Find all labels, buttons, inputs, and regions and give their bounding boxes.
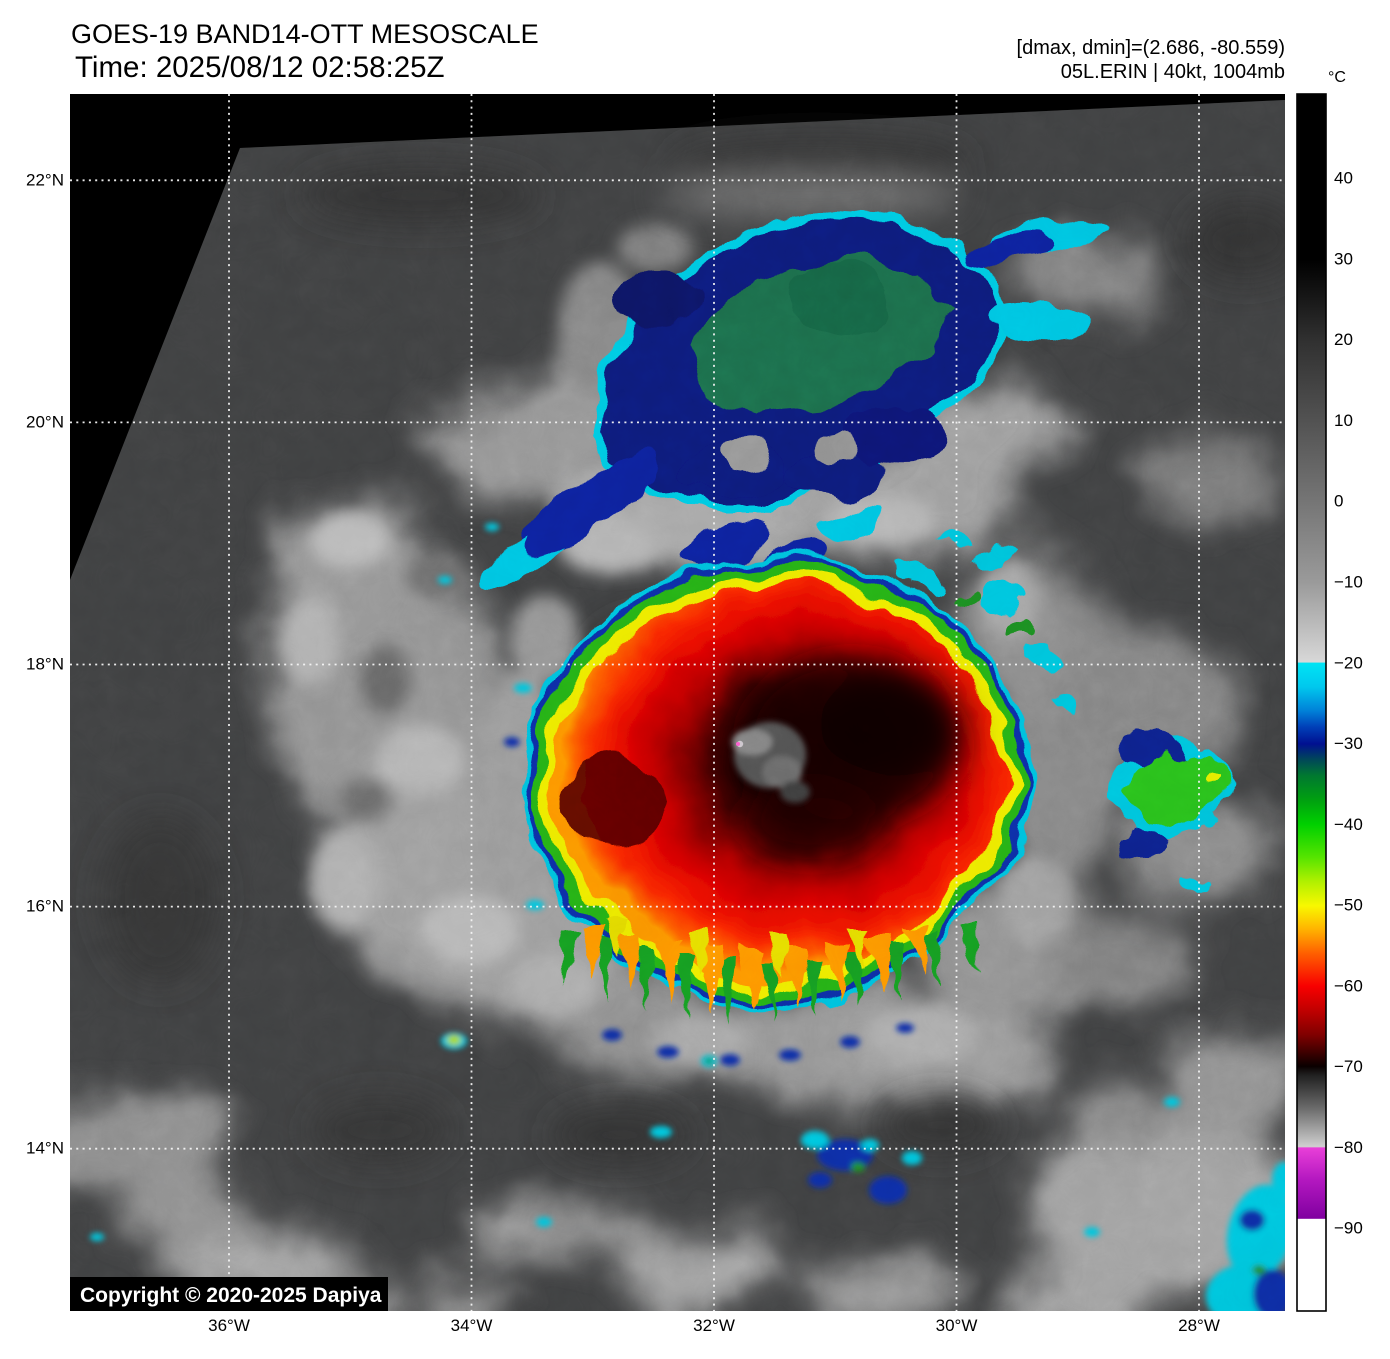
- svg-text:−10: −10: [1334, 573, 1363, 592]
- svg-text:20: 20: [1334, 330, 1353, 349]
- svg-text:−60: −60: [1334, 976, 1363, 995]
- svg-text:−70: −70: [1334, 1057, 1363, 1076]
- svg-text:40: 40: [1334, 169, 1353, 188]
- svg-text:Copyright © 2020-2025 Dapiya: Copyright © 2020-2025 Dapiya: [80, 1284, 382, 1307]
- svg-text:−40: −40: [1334, 815, 1363, 834]
- svg-text:−80: −80: [1334, 1138, 1363, 1157]
- svg-text:°C: °C: [1328, 69, 1346, 86]
- svg-text:34°W: 34°W: [451, 1316, 493, 1335]
- svg-text:0: 0: [1334, 492, 1343, 511]
- svg-text:30: 30: [1334, 249, 1353, 268]
- svg-text:−20: −20: [1334, 653, 1363, 672]
- svg-text:GOES-19 BAND14-OTT MESOSCALE: GOES-19 BAND14-OTT MESOSCALE: [71, 19, 539, 49]
- svg-text:18°N: 18°N: [26, 655, 64, 674]
- svg-text:22°N: 22°N: [26, 170, 64, 189]
- svg-text:16°N: 16°N: [26, 897, 64, 916]
- svg-text:28°W: 28°W: [1178, 1316, 1220, 1335]
- svg-text:Time: 2025/08/12 02:58:25Z: Time: 2025/08/12 02:58:25Z: [75, 51, 445, 84]
- svg-text:32°W: 32°W: [693, 1316, 735, 1335]
- svg-text:10: 10: [1334, 411, 1353, 430]
- svg-text:−30: −30: [1334, 734, 1363, 753]
- svg-text:−90: −90: [1334, 1219, 1363, 1238]
- svg-text:−50: −50: [1334, 896, 1363, 915]
- svg-text:05L.ERIN | 40kt, 1004mb: 05L.ERIN | 40kt, 1004mb: [1061, 61, 1285, 83]
- svg-text:20°N: 20°N: [26, 412, 64, 431]
- svg-text:36°W: 36°W: [208, 1316, 250, 1335]
- svg-text:[dmax, dmin]=(2.686, -80.559): [dmax, dmin]=(2.686, -80.559): [1017, 37, 1285, 59]
- svg-text:14°N: 14°N: [26, 1139, 64, 1158]
- svg-text:30°W: 30°W: [936, 1316, 978, 1335]
